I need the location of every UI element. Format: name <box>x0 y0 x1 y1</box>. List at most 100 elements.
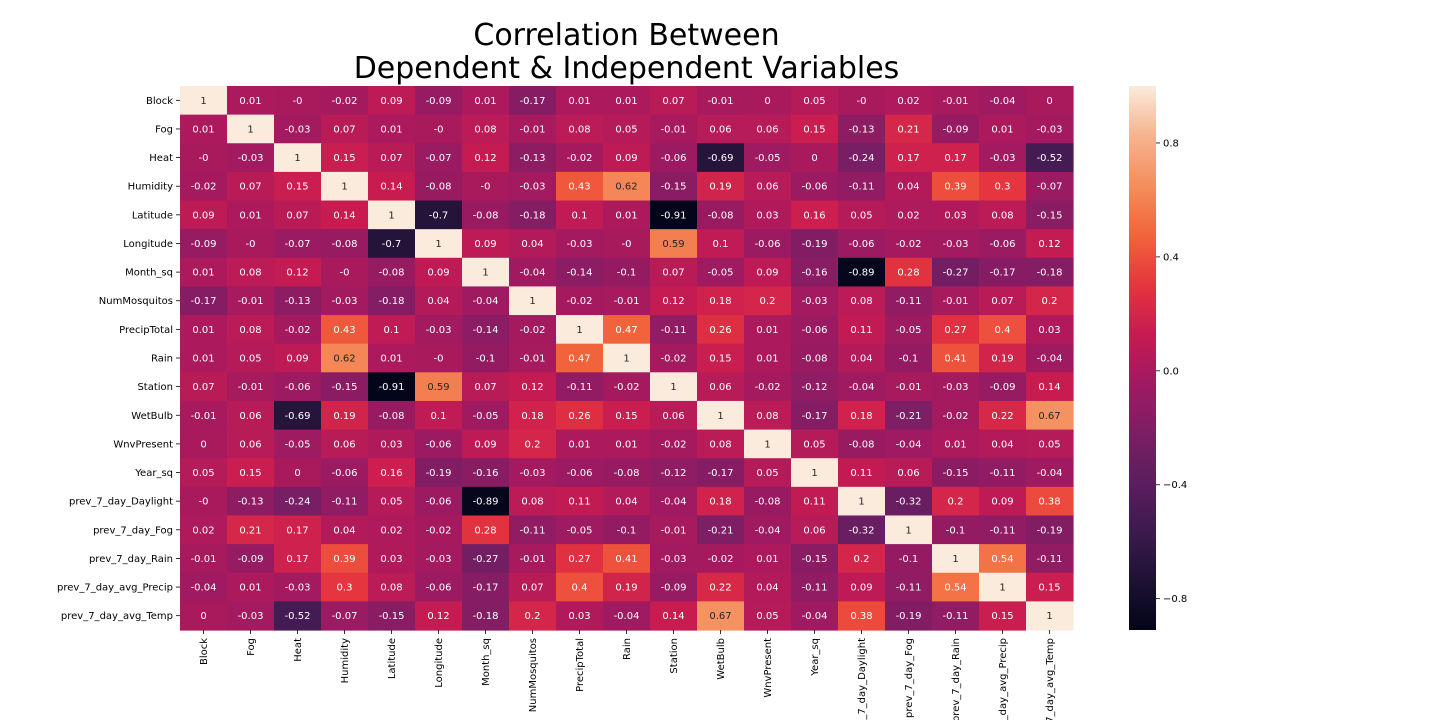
heatmap-cell <box>274 486 322 517</box>
cell-value-label: -0.11 <box>896 296 922 307</box>
heatmap-cell <box>321 200 369 230</box>
cell-value-label: -0.06 <box>802 325 828 336</box>
y-tick-label: prev_7_day_avg_Temp <box>61 611 173 622</box>
cell-value-label: -0.01 <box>943 96 969 107</box>
heatmap-cell <box>650 601 698 631</box>
cell-value-label: 0.06 <box>756 124 778 135</box>
heatmap-cell <box>180 143 228 173</box>
heatmap-cell <box>462 515 510 545</box>
cell-value-label: -0.21 <box>708 525 734 536</box>
heatmap-cell <box>180 486 228 517</box>
heatmap-cell <box>885 400 933 431</box>
cell-value-label: 0.05 <box>803 96 825 107</box>
y-tick-label: prev_7_day_Daylight <box>69 497 173 508</box>
y-tick-label: Longitude <box>123 239 173 250</box>
heatmap-cell <box>274 315 322 345</box>
cell-value-label: -0.08 <box>379 268 405 279</box>
cell-value-label: -0.1 <box>899 354 919 365</box>
cell-value-label: 0.09 <box>286 354 308 365</box>
cell-value-label: -0.02 <box>567 153 593 164</box>
heatmap-cell <box>838 429 886 459</box>
cell-value-label: 0.28 <box>897 268 919 279</box>
cell-value-label: 0.1 <box>384 325 400 336</box>
heatmap-cell <box>1026 200 1074 230</box>
heatmap-cell <box>180 86 228 116</box>
cell-value-label: 0.05 <box>615 124 637 135</box>
heatmap-cell <box>932 343 980 373</box>
heatmap-cell <box>180 458 228 488</box>
heatmap-cell <box>274 400 322 431</box>
heatmap-cell <box>368 143 416 173</box>
heatmap-cell <box>744 544 792 574</box>
heatmap-cell <box>744 171 792 202</box>
cell-value-label: 0.07 <box>333 124 355 135</box>
cell-value-label: 0.12 <box>662 296 684 307</box>
cell-value-label: -0 <box>622 239 632 250</box>
cell-value-label: -0.06 <box>426 497 452 508</box>
cell-value-label: -0.07 <box>1037 182 1063 193</box>
cell-value-label: -0.02 <box>567 296 593 307</box>
heatmap-cell <box>227 200 275 230</box>
cell-value-label: -0.01 <box>191 411 217 422</box>
cell-value-label: 0 <box>200 611 206 622</box>
heatmap-cell <box>885 572 933 602</box>
heatmap-cell <box>509 286 557 316</box>
heatmap-cell <box>791 143 839 173</box>
heatmap-cell <box>603 372 651 402</box>
cell-value-label: 0.09 <box>850 583 872 594</box>
cell-value-label: 0.15 <box>1038 583 1060 594</box>
heatmap-cell <box>697 486 745 517</box>
heatmap-cell <box>979 343 1027 373</box>
heatmap-cell <box>603 572 651 602</box>
heatmap-cell <box>368 400 416 431</box>
cell-value-label: -0.17 <box>990 268 1016 279</box>
heatmap-cell <box>368 171 416 202</box>
heatmap-cell <box>650 200 698 230</box>
heatmap-cell <box>462 429 510 459</box>
heatmap-cell <box>650 372 698 402</box>
cell-value-label: -0.52 <box>285 611 311 622</box>
heatmap-cell <box>791 400 839 431</box>
heatmap-cell <box>321 515 369 545</box>
cell-value-label: -0 <box>293 96 303 107</box>
heatmap-cell <box>415 400 463 431</box>
heatmap-cell <box>509 515 557 545</box>
heatmap-cell <box>979 372 1027 402</box>
cell-value-label: -0.06 <box>426 439 452 450</box>
x-tick-label: Station <box>669 638 680 674</box>
heatmap-cell <box>791 572 839 602</box>
cell-value-label: 0.08 <box>756 411 778 422</box>
cell-value-label: 0.11 <box>803 497 825 508</box>
cell-value-label: 0 <box>764 96 770 107</box>
heatmap-cell <box>932 171 980 202</box>
heatmap-cell <box>415 601 463 631</box>
cell-value-label: -0.05 <box>567 525 593 536</box>
heatmap-cell <box>321 601 369 631</box>
cell-value-label: 1 <box>623 354 629 365</box>
y-tick-label: PrecipTotal <box>119 325 173 336</box>
heatmap-cell <box>650 544 698 574</box>
x-tick-label: prev_7_day_Daylight <box>857 638 868 720</box>
cell-value-label: 0.2 <box>854 554 870 565</box>
heatmap-cell <box>838 114 886 144</box>
heatmap-cell <box>227 372 275 402</box>
heatmap-cell <box>1026 343 1074 373</box>
y-tick-label: Fog <box>155 124 173 135</box>
cell-value-label: -0 <box>434 124 444 135</box>
heatmap-cell <box>462 572 510 602</box>
heatmap-cell <box>697 315 745 345</box>
cell-value-label: -0.04 <box>1037 468 1063 479</box>
heatmap-cell <box>603 229 651 259</box>
cell-value-label: -0.01 <box>661 525 687 536</box>
heatmap-cell <box>274 343 322 373</box>
heatmap-cell <box>603 114 651 144</box>
heatmap-cell <box>274 601 322 631</box>
heatmap-cell <box>838 86 886 116</box>
heatmap-cell <box>274 86 322 116</box>
heatmap-cell <box>462 601 510 631</box>
cell-value-label: -0 <box>434 354 444 365</box>
heatmap-cell <box>462 143 510 173</box>
cell-value-label: 0.04 <box>427 296 449 307</box>
cell-value-label: -0.08 <box>426 182 452 193</box>
heatmap-cell <box>979 572 1027 602</box>
